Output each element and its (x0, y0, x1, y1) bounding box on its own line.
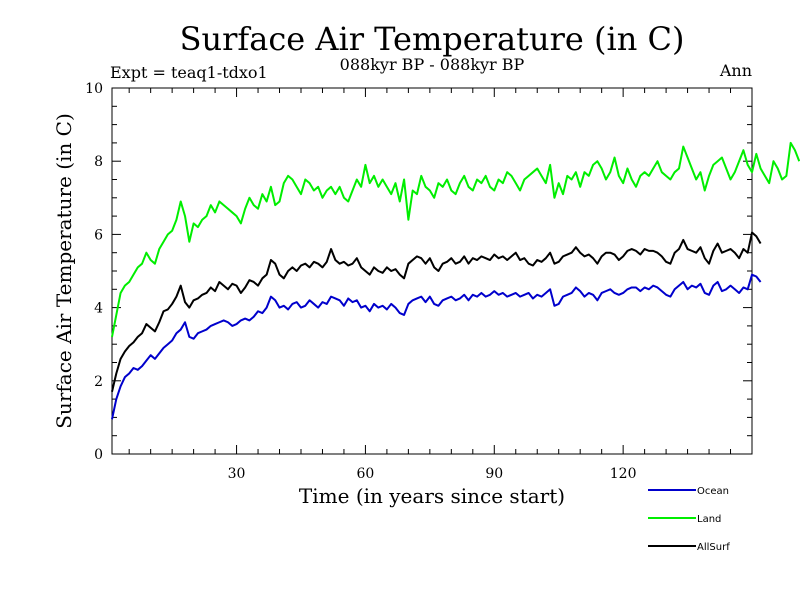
series-line-allsurf (111, 231, 762, 393)
axis-ticks (112, 87, 753, 455)
y-tick-label: 0 (94, 447, 103, 463)
series-lines (111, 141, 800, 420)
legend-label-ocean: Ocean (697, 486, 729, 497)
x-tick-label: 90 (485, 466, 503, 482)
chart-title: Surface Air Temperature (in C) (180, 20, 685, 58)
chart-subtitle: 088kyr BP - 088kyr BP (340, 55, 525, 74)
season-label: Ann (719, 61, 752, 80)
series-line-ocean (111, 273, 762, 420)
legend-label-land: Land (697, 514, 721, 525)
y-axis-label: Surface Air Temperature (in C) (52, 113, 76, 429)
plot-frame (111, 87, 753, 455)
y-tick-label: 4 (94, 301, 103, 317)
series-line-land (111, 141, 800, 338)
legend-label-allsurf: AllSurf (697, 542, 730, 553)
x-tick-label: 120 (610, 466, 637, 482)
x-axis-label: Time (in years since start) (299, 484, 565, 508)
x-tick-label: 30 (228, 466, 246, 482)
y-tick-label: 2 (94, 374, 103, 390)
y-tick-label: 6 (94, 227, 103, 243)
experiment-label: Expt = teaq1-tdxo1 (110, 63, 268, 82)
legend: Ocean Land AllSurf (648, 486, 730, 553)
tick-labels: 0 2 4 6 8 10 30 60 90 120 (85, 81, 636, 482)
x-tick-label: 60 (357, 466, 375, 482)
y-tick-label: 8 (94, 154, 103, 170)
y-tick-label: 10 (85, 81, 103, 97)
